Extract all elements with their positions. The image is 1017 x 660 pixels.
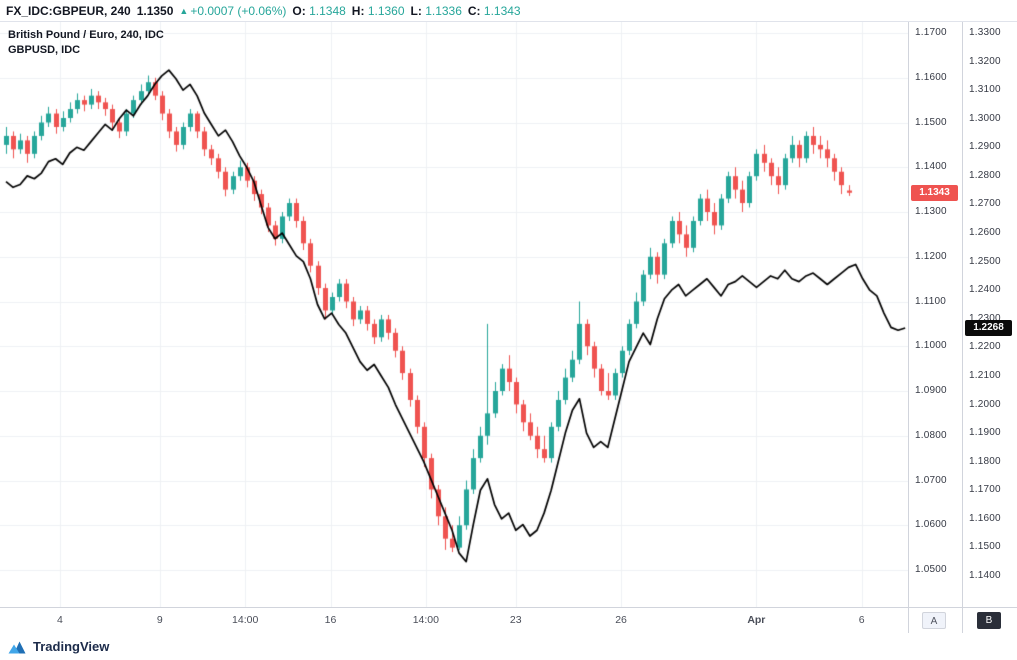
price-tick-label: 1.0900 [915,385,947,396]
price-tick-label: 1.1500 [969,541,1001,553]
time-tick-label: 14:00 [412,614,439,626]
symbol-title[interactable]: FX_IDC:GBPEUR, 240 [6,3,131,18]
price-tick-label: 1.2300 [969,312,1001,324]
open-value: 1.1348 [309,3,346,18]
change-value: +0.0007 (+0.06%) [190,3,287,18]
close-readout: C: 1.1343 [468,4,521,18]
footer-bar: TradingView [0,633,1017,660]
price-tick-label: 1.0600 [915,519,947,531]
price-tick-label: 1.2700 [969,198,1001,210]
scale-b-button[interactable]: B [977,612,1001,629]
price-tick-label: 1.0800 [915,429,947,441]
time-tick-label: 26 [615,614,627,626]
price-tick-label: 1.1200 [915,250,947,262]
price-tick-label: 1.2900 [969,141,1001,153]
price-tick-label: 1.2800 [969,169,1001,181]
price-tick-label: 1.1600 [969,512,1001,524]
time-axis[interactable]: A B 4 9 14:00 16 14:00 23 26 Apr 6 [0,607,1017,633]
price-tick-label: 1.2000 [969,398,1001,410]
chart-canvas[interactable] [0,22,908,607]
open-readout: O: 1.1348 [292,4,345,18]
price-tick-label: 1.1600 [915,71,947,83]
price-tick-label: 1.3300 [969,27,1001,38]
price-change: ▲ +0.0007 (+0.06%) [179,4,286,18]
legend-compare-series[interactable]: GBPUSD, IDC [8,44,81,56]
chart-legend: British Pound / Euro, 240, IDC GBPUSD, I… [8,28,164,58]
price-tick-label: 1.0500 [915,564,947,575]
price-tick-label: 1.3200 [969,55,1001,67]
price-tick-label: 1.2400 [969,284,1001,296]
low-value: 1.1336 [425,3,462,18]
last-price-badge-gbpusd: 1.2268 [965,319,1012,336]
price-tick-label: 1.2100 [969,369,1001,381]
price-tick-label: 1.2600 [969,227,1001,239]
time-tick-label: 23 [509,614,522,626]
tradingview-logo[interactable]: TradingView [8,639,109,654]
axis-a-b-separator [962,22,963,633]
price-tick-label: 1.1100 [915,295,947,307]
tradingview-wordmark: TradingView [33,639,110,654]
time-tick-label: 14:00 [232,614,259,626]
price-tick-label: 1.1700 [969,484,1001,496]
price-axis-gbpusd[interactable]: 1.2268 1.3300 1.3200 1.3100 1.3000 1.2900 1.2… [963,22,1017,607]
open-label: O: [292,3,306,18]
low-label: L: [410,3,422,18]
price-tick-label: 1.1500 [915,116,947,128]
price-tick-label: 1.3100 [969,84,1001,96]
price-tick-label: 1.0700 [915,474,947,486]
time-tick-label: 6 [858,614,865,626]
plot-axis-separator [908,22,909,633]
time-tick-label: Apr [747,614,766,626]
price-tick-label: 1.1000 [915,340,947,352]
price-axis-gbpeur[interactable]: 1.1343 1.1700 1.1600 1.1500 1.1400 1.1300 1.1… [909,22,962,607]
price-tick-label: 1.2500 [969,255,1001,267]
time-tick-label: 9 [156,614,163,626]
price-tick-label: 1.3000 [969,112,1001,124]
legend-main-series[interactable]: British Pound / Euro, 240, IDC [8,29,164,41]
tradingview-logo-icon [8,641,26,653]
time-tick-label: 4 [57,614,63,626]
price-tick-label: 1.1700 [915,27,947,38]
price-tick-label: 1.1400 [915,161,947,173]
symbol-info-bar: FX_IDC:GBPEUR, 240 1.1350 ▲ +0.0007 (+0.… [0,0,1017,22]
last-price: 1.1350 [136,3,174,18]
price-tick-label: 1.1800 [969,455,1001,467]
close-label: C: [467,3,481,18]
scale-a-button[interactable]: A [922,612,946,629]
price-tick-label: 1.1400 [969,570,1001,581]
high-readout: H: 1.1360 [352,4,405,18]
up-arrow-icon: ▲ [179,5,189,16]
price-tick-label: 1.2200 [969,341,1001,353]
close-value: 1.1343 [483,3,521,18]
price-tick-label: 1.1900 [969,427,1001,439]
low-readout: L: 1.1336 [411,4,462,18]
time-tick-label: 16 [324,614,337,626]
chart-plot-area[interactable]: British Pound / Euro, 240, IDC GBPUSD, I… [0,22,908,607]
high-value: 1.1360 [367,3,405,18]
price-tick-label: 1.1300 [915,206,947,217]
high-label: H: [351,3,365,18]
last-price-badge-gbpeur: 1.1343 [911,184,958,201]
